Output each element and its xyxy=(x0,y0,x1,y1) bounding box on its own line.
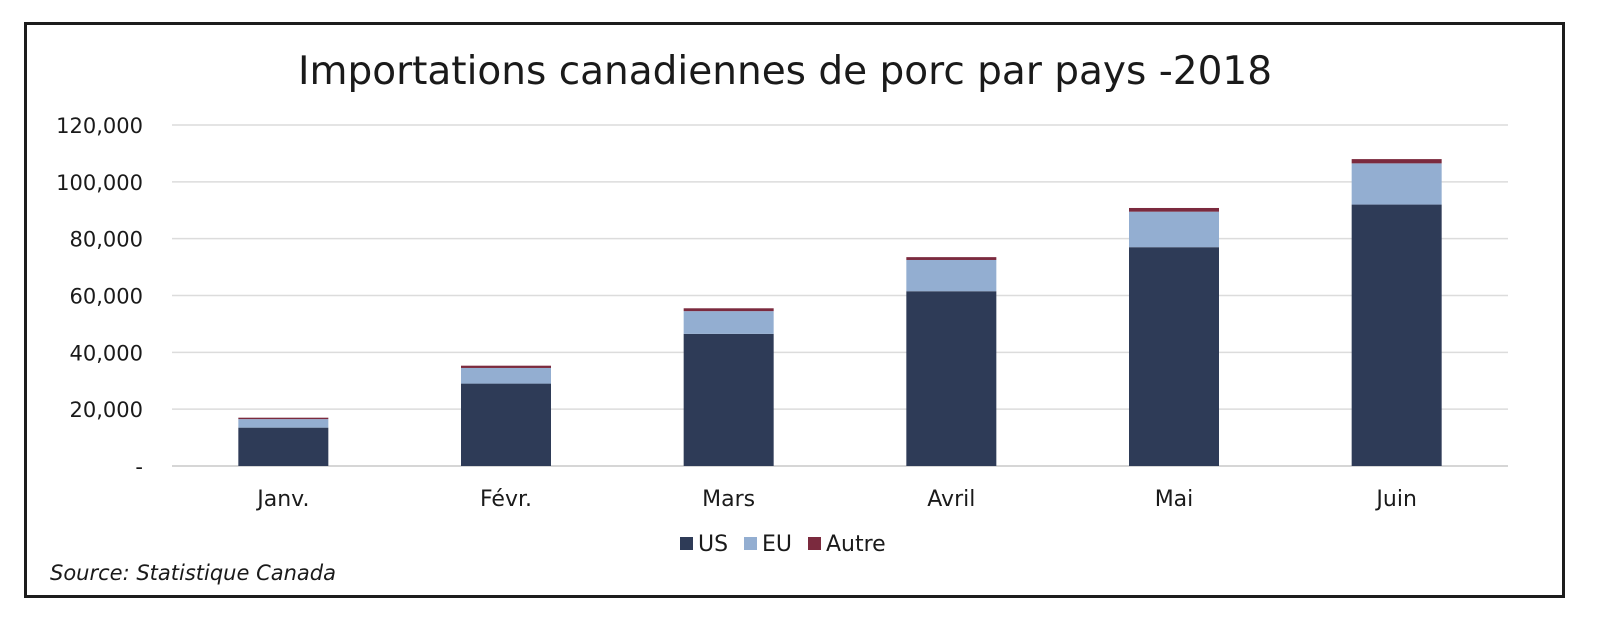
bar-eu-6 xyxy=(1351,163,1442,205)
y-tick-label: 100,000 xyxy=(56,171,143,195)
bar-eu-1 xyxy=(238,419,329,428)
y-tick-label: - xyxy=(135,455,143,479)
y-tick-label: 60,000 xyxy=(70,285,143,309)
bars xyxy=(238,159,1442,467)
bar-autre-1 xyxy=(238,417,329,420)
bar-us-6 xyxy=(1351,204,1442,467)
bar-us-1 xyxy=(238,427,329,466)
x-tick-label: Févr. xyxy=(480,487,532,512)
y-axis-ticks: - 20,000 40,000 60,000 80,000 100,000 120,000 xyxy=(56,114,143,479)
bar-eu-4 xyxy=(906,259,997,292)
legend-label-autre: Autre xyxy=(826,532,886,557)
x-tick-label: Avril xyxy=(927,487,975,512)
y-tick-label: 20,000 xyxy=(70,398,143,422)
bar-autre-3 xyxy=(683,308,774,312)
bar-autre-2 xyxy=(461,365,551,368)
y-tick-label: 80,000 xyxy=(70,228,143,252)
bar-eu-5 xyxy=(1129,211,1219,248)
x-tick-label: Juin xyxy=(1374,487,1417,512)
bar-autre-5 xyxy=(1129,207,1219,212)
bar-autre-6 xyxy=(1351,159,1442,164)
bar-eu-2 xyxy=(461,367,551,384)
chart-title: Importations canadiennes de porc par pay… xyxy=(298,49,1272,94)
legend-swatch-eu xyxy=(744,537,757,550)
legend-swatch-autre xyxy=(808,537,821,550)
legend-swatch-us xyxy=(680,537,693,550)
x-tick-label: Mars xyxy=(702,487,755,512)
x-tick-label: Mai xyxy=(1155,487,1194,512)
bar-eu-3 xyxy=(683,311,774,334)
legend-label-eu: EU xyxy=(762,532,792,557)
source-note: Source: Statistique Canada xyxy=(50,561,336,585)
chart-frame xyxy=(24,22,1565,598)
bar-us-5 xyxy=(1129,247,1219,466)
legend: US EU Autre xyxy=(680,532,886,557)
y-tick-label: 40,000 xyxy=(70,341,143,365)
x-tick-label: Janv. xyxy=(255,487,309,512)
x-axis-categories: Janv. Févr. Mars Avril Mai Juin xyxy=(255,487,1417,512)
legend-label-us: US xyxy=(698,532,728,557)
bar-autre-4 xyxy=(906,257,997,260)
gridlines xyxy=(172,124,1508,467)
y-tick-label: 120,000 xyxy=(56,114,143,138)
bar-us-4 xyxy=(906,291,997,466)
bar-us-3 xyxy=(683,333,774,466)
bar-us-2 xyxy=(461,383,551,466)
